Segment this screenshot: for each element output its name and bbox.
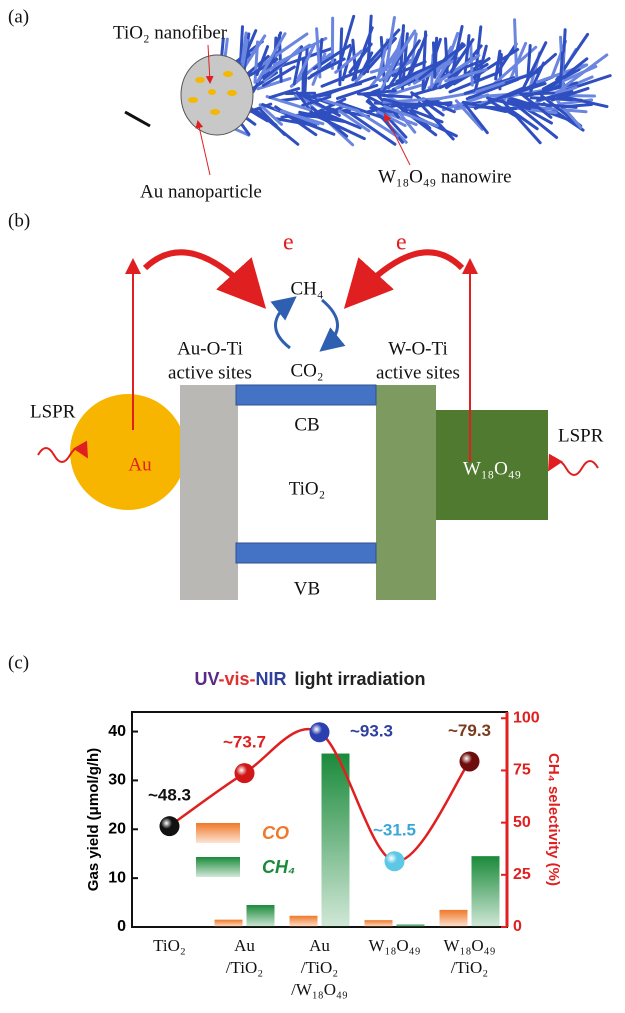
label: W₁₈O₄₉	[463, 458, 521, 479]
label: LSPR	[30, 401, 76, 422]
x-tick-label: Au/TiO₂/W₁₈O₄₉	[291, 936, 348, 999]
nanowire-array	[215, 16, 610, 145]
y-tick-label: 0	[117, 918, 126, 935]
panel-c: (c) UV-vis-NIR light irradiation 0 10 20 30 4…	[8, 652, 562, 999]
panel-label: (a)	[8, 6, 29, 27]
annotation: W₁₈O₄₉ nanowire	[378, 166, 512, 187]
title-part: UV	[194, 669, 219, 689]
x-tick-label: TiO₂	[153, 936, 186, 955]
y-tick-label: 10	[108, 869, 126, 886]
panel-label: (c)	[8, 652, 29, 673]
y2-tick-label: 75	[513, 762, 531, 779]
y2-tick-label: 50	[513, 814, 531, 831]
label: Au	[128, 454, 152, 475]
bar	[472, 856, 500, 927]
y-tick-label: 20	[108, 820, 126, 837]
x-tick-label: W₁₈O₄₉/TiO₂	[443, 936, 495, 977]
x-tick-label: Au/TiO₂	[226, 936, 263, 977]
light-wave	[550, 461, 598, 475]
nanowire	[433, 43, 434, 77]
y-tick-label: 30	[108, 772, 126, 789]
label: CH₄	[290, 278, 323, 299]
value-label: ~93.3	[350, 722, 393, 741]
electron: e	[396, 230, 407, 256]
legend-swatch	[196, 857, 240, 877]
y2-tick-label: 25	[513, 866, 531, 883]
marker	[160, 816, 180, 836]
nanowire	[317, 29, 320, 77]
y2-tick-label: 100	[513, 709, 540, 726]
pointer	[125, 112, 150, 126]
bar	[290, 916, 318, 927]
label: CB	[294, 414, 319, 435]
bar	[397, 925, 425, 927]
marker	[235, 763, 255, 783]
chart-title: UV-vis-NIR light irradiation	[194, 669, 425, 689]
cycle-arrow	[322, 300, 338, 348]
marker	[385, 851, 405, 871]
au-o-ti-layer	[180, 385, 238, 600]
value-label: ~48.3	[148, 786, 191, 805]
value-label: ~31.5	[373, 821, 416, 840]
bar	[247, 905, 275, 927]
vb-band	[236, 543, 376, 563]
title-part: light irradiation	[295, 669, 426, 689]
bar	[322, 754, 350, 927]
label: active sites	[168, 362, 252, 383]
bar	[440, 910, 468, 927]
legend-label: CH₄	[262, 857, 295, 877]
y-tick-label: 40	[108, 723, 126, 740]
label: TiO₂	[289, 478, 326, 499]
y-axis-label: Gas yield (μmol/g/h)	[85, 748, 102, 891]
label: W-O-Ti	[388, 338, 447, 359]
electron: e	[283, 230, 294, 256]
title-part: -vis-	[218, 669, 255, 689]
marker	[310, 722, 330, 742]
marker	[460, 751, 480, 771]
legend-swatch	[196, 823, 240, 843]
w-o-ti-layer	[376, 385, 436, 600]
value-label: ~79.3	[448, 721, 491, 740]
label: CO₂	[290, 360, 323, 381]
legend-label: CO	[262, 823, 289, 843]
nanofiber-core	[181, 55, 253, 135]
x-tick-label: W₁₈O₄₉	[368, 936, 420, 955]
au-sphere	[70, 394, 186, 510]
figure: (a) TiO₂ nanofiber Au nanoparticle W₁₈O₄…	[0, 0, 625, 1013]
panel-b: (b) e e CH₄ CO₂ Au-O-Ti active sites W-O…	[8, 210, 604, 600]
label: active sites	[376, 362, 460, 383]
cb-band	[236, 385, 376, 405]
annotation: Au nanoparticle	[140, 181, 262, 202]
y2-tick-label: 0	[513, 918, 522, 935]
cycle-arrow	[275, 300, 292, 348]
nanowire	[305, 48, 307, 91]
annotation: TiO₂ nanofiber	[113, 22, 228, 43]
panel-label: (b)	[8, 210, 30, 231]
label: LSPR	[558, 425, 604, 446]
y2-axis-label: CH₄ selectivity (%)	[545, 753, 562, 886]
title-part: NIR	[256, 669, 287, 689]
label: VB	[294, 578, 320, 599]
plot-frame	[132, 712, 507, 927]
electron-arrow	[145, 252, 258, 300]
panel-a: (a) TiO₂ nanofiber Au nanoparticle W₁₈O₄…	[8, 6, 610, 202]
label: Au-O-Ti	[177, 338, 243, 359]
bar	[215, 920, 243, 927]
bar	[365, 920, 393, 927]
value-label: ~73.7	[223, 733, 266, 752]
electron-arrow	[352, 252, 462, 300]
nanowire	[515, 20, 517, 76]
